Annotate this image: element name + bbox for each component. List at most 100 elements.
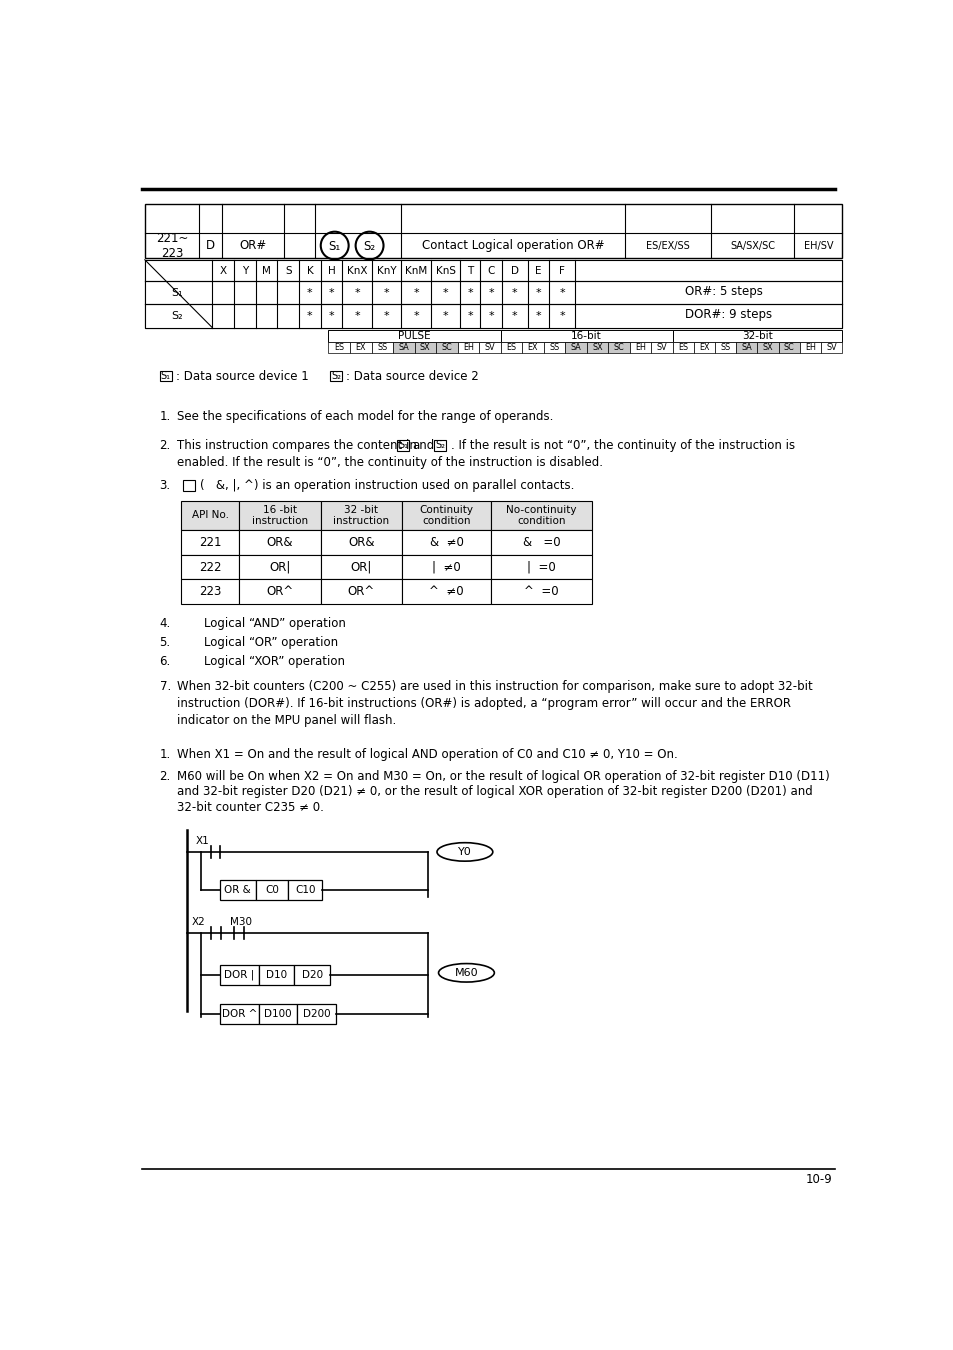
Text: DOR |: DOR |: [224, 969, 254, 980]
Text: *: *: [442, 310, 448, 321]
Text: X1: X1: [195, 836, 209, 846]
Text: OR^: OR^: [266, 585, 294, 598]
Text: EH: EH: [635, 343, 645, 352]
Bar: [320, 501, 402, 531]
Text: T: T: [467, 266, 473, 275]
Bar: [607, 342, 629, 352]
Bar: [693, 342, 715, 352]
Bar: [320, 579, 402, 603]
Text: 1.: 1.: [159, 409, 171, 423]
Text: 32-bit counter C235 ≠ 0.: 32-bit counter C235 ≠ 0.: [177, 801, 324, 814]
Bar: [500, 329, 672, 342]
Text: 6.: 6.: [159, 655, 171, 668]
Text: ES: ES: [678, 343, 687, 352]
Text: EH/SV: EH/SV: [802, 240, 832, 251]
Bar: [431, 281, 459, 328]
Text: 221: 221: [199, 536, 221, 549]
Text: OR &: OR &: [224, 886, 251, 895]
Text: SS: SS: [720, 343, 730, 352]
Bar: [401, 281, 431, 328]
Text: 1.: 1.: [159, 748, 171, 761]
Bar: [183, 481, 195, 491]
Bar: [478, 342, 500, 352]
Text: EX: EX: [355, 343, 366, 352]
Text: H: H: [328, 266, 335, 275]
Bar: [288, 880, 322, 900]
Text: *: *: [329, 310, 335, 321]
Text: *: *: [558, 310, 564, 321]
Text: *: *: [383, 310, 389, 321]
Text: *: *: [329, 288, 335, 298]
Text: |  =0: | =0: [527, 560, 556, 574]
Text: 221~
223: 221~ 223: [155, 232, 188, 259]
Text: 16-bit: 16-bit: [571, 331, 601, 342]
Bar: [491, 579, 592, 603]
Bar: [491, 555, 592, 579]
Text: D100: D100: [264, 1008, 292, 1019]
Text: No-continuity
condition: No-continuity condition: [506, 505, 577, 526]
Text: E: E: [535, 266, 541, 275]
Text: 2.: 2.: [159, 769, 171, 783]
Text: OR&: OR&: [267, 536, 293, 549]
Text: S₁: S₁: [172, 288, 183, 298]
Text: 222: 222: [199, 560, 221, 574]
Text: KnY: KnY: [376, 266, 396, 275]
Text: SA: SA: [570, 343, 580, 352]
Bar: [402, 579, 491, 603]
Bar: [328, 329, 500, 342]
Text: When X1 = On and the result of logical AND operation of C0 and C10 ≠ 0, Y10 = On: When X1 = On and the result of logical A…: [177, 748, 678, 761]
Text: : Data source device 2: : Data source device 2: [346, 370, 478, 382]
Bar: [821, 342, 841, 352]
Text: 4.: 4.: [159, 617, 171, 629]
Bar: [181, 579, 239, 603]
Text: 7.: 7.: [159, 680, 171, 693]
Bar: [778, 342, 799, 352]
Text: D20: D20: [301, 971, 322, 980]
Text: SC: SC: [441, 343, 452, 352]
Bar: [457, 342, 478, 352]
Bar: [239, 555, 320, 579]
Bar: [715, 342, 736, 352]
Bar: [220, 880, 255, 900]
Text: C: C: [487, 266, 495, 275]
Bar: [350, 342, 371, 352]
Text: *: *: [536, 288, 540, 298]
Bar: [672, 342, 693, 352]
Text: ES: ES: [334, 343, 344, 352]
Text: M60 will be On when X2 = On and M30 = On, or the result of logical OR operation : M60 will be On when X2 = On and M30 = On…: [177, 769, 829, 783]
Text: *: *: [512, 288, 517, 298]
Text: SA/SX/SC: SA/SX/SC: [729, 240, 774, 251]
Text: Contact Logical operation OR#: Contact Logical operation OR#: [421, 239, 603, 252]
Bar: [320, 531, 402, 555]
Text: Logical “XOR” operation: Logical “XOR” operation: [204, 655, 345, 668]
Bar: [145, 259, 841, 328]
Text: S₂: S₂: [363, 240, 375, 252]
Bar: [239, 501, 320, 531]
Text: KnM: KnM: [404, 266, 427, 275]
Bar: [372, 281, 401, 328]
Bar: [402, 531, 491, 555]
Text: C0: C0: [265, 886, 278, 895]
Bar: [371, 342, 393, 352]
Bar: [434, 440, 446, 451]
Text: (   &, |, ^) is an operation instruction used on parallel contacts.: ( &, |, ^) is an operation instruction u…: [199, 479, 574, 491]
Text: DOR ^: DOR ^: [221, 1008, 256, 1019]
Text: enabled. If the result is “0”, the continuity of the instruction is disabled.: enabled. If the result is “0”, the conti…: [177, 456, 602, 468]
Text: Y0: Y0: [457, 846, 472, 857]
Bar: [145, 204, 841, 258]
Text: S₂: S₂: [435, 440, 445, 451]
Text: SS: SS: [376, 343, 387, 352]
Bar: [402, 555, 491, 579]
Text: SV: SV: [825, 343, 836, 352]
Bar: [521, 342, 543, 352]
Text: S₂: S₂: [172, 310, 183, 321]
Bar: [436, 342, 457, 352]
Text: S₁: S₁: [161, 371, 171, 381]
Text: PULSE: PULSE: [397, 331, 431, 342]
Bar: [342, 281, 372, 328]
Bar: [650, 342, 672, 352]
Text: KnX: KnX: [347, 266, 367, 275]
Bar: [220, 965, 258, 986]
Bar: [145, 259, 841, 328]
Text: 2.: 2.: [159, 439, 171, 452]
